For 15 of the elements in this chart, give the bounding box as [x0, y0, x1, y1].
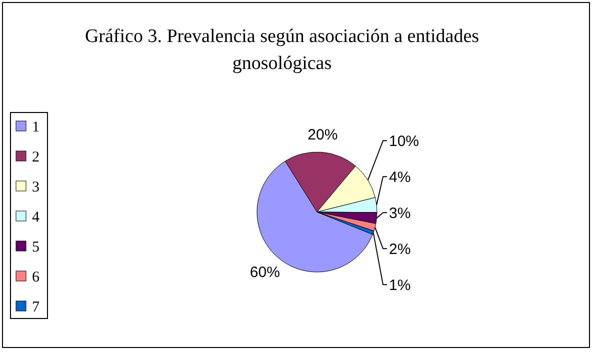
legend-label: 4 — [32, 209, 40, 226]
data-label: 1% — [389, 276, 411, 294]
legend-label: 3 — [32, 179, 40, 196]
legend-label: 2 — [32, 149, 40, 166]
data-label: 4% — [389, 168, 411, 186]
legend-label: 7 — [32, 299, 40, 316]
legend-label: 5 — [32, 239, 40, 256]
data-label: 20% — [308, 126, 338, 144]
data-label: 3% — [389, 204, 411, 222]
legend-label: 6 — [32, 269, 40, 286]
data-label: 2% — [389, 240, 411, 258]
data-label: 10% — [389, 132, 420, 150]
data-label: 60% — [250, 264, 280, 281]
legend-label: 1 — [32, 119, 40, 136]
chart-title: Gráfico 3. Prevalencia según asociación a entidades gnosológicas — [84, 26, 480, 74]
